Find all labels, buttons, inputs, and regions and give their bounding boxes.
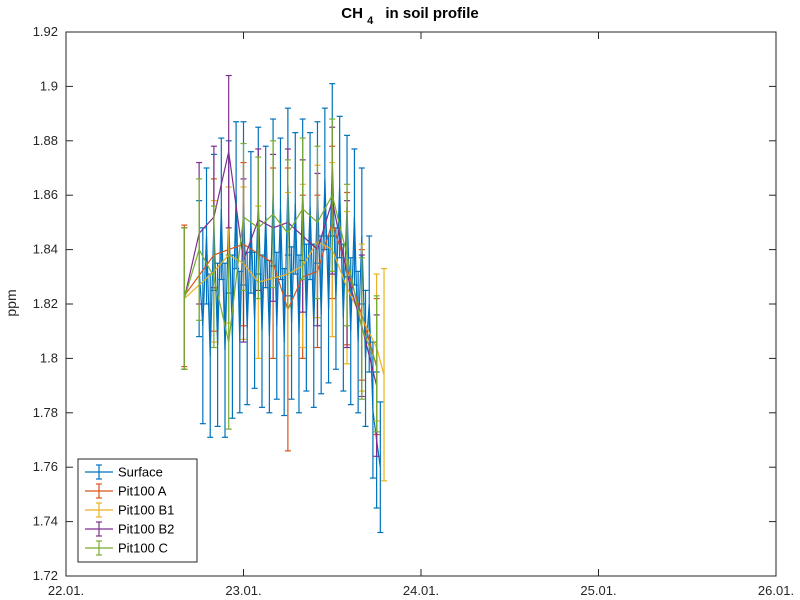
y-tick-label: 1.76 xyxy=(33,459,58,474)
chart-title-main: CH xyxy=(341,5,363,22)
chart-title-subscript: 4 xyxy=(367,15,374,27)
legend-entry: Surface xyxy=(85,464,163,480)
legend-label: Pit100 C xyxy=(118,541,168,556)
y-tick-label: 1.82 xyxy=(33,296,58,311)
x-tick-label: 22.01. xyxy=(48,583,84,598)
plot-frame xyxy=(65,31,777,577)
y-tick-label: 1.84 xyxy=(33,242,58,257)
series-4 xyxy=(181,118,380,433)
legend-entry: Pit100 A xyxy=(85,483,167,499)
legend-label: Pit100 B2 xyxy=(118,522,174,537)
x-tick-label: 24.01. xyxy=(403,583,439,598)
legend-entry: Pit100 B2 xyxy=(85,521,174,537)
legend: Surface Pit100 A Pit100 B1 Pit100 B2 Pit100 … xyxy=(77,458,198,563)
x-tick-label: 23.01. xyxy=(225,583,261,598)
axis-ticks: 1.72 1.74 1.76 1.78 1.8 1.82 1.84 1.86 1.88 1.9 1.… xyxy=(33,24,794,598)
legend-label: Pit100 B1 xyxy=(118,503,174,518)
y-tick-label: 1.78 xyxy=(33,405,58,420)
y-tick-label: 1.88 xyxy=(33,133,58,148)
y-tick-label: 1.92 xyxy=(33,24,58,39)
legend-label: Pit100 A xyxy=(118,484,167,499)
plot-series xyxy=(181,74,388,534)
chart-title-suffix: in soil profile xyxy=(385,5,478,22)
y-axis-label: ppm xyxy=(3,289,19,316)
legend-entry: Pit100 C xyxy=(85,540,168,556)
x-tick-label: 25.01. xyxy=(580,583,616,598)
y-tick-label: 1.86 xyxy=(33,187,58,202)
chart-title: CH 4 in soil profile xyxy=(341,5,478,28)
y-tick-label: 1.74 xyxy=(33,514,58,529)
legend-label: Surface xyxy=(118,465,163,480)
legend-entry: Pit100 B1 xyxy=(85,502,174,518)
series-line xyxy=(183,193,378,365)
y-tick-label: 1.72 xyxy=(33,568,58,583)
y-tick-label: 1.8 xyxy=(40,350,58,365)
x-tick-label: 26.01. xyxy=(758,583,794,598)
series-line xyxy=(198,159,381,468)
y-tick-label: 1.9 xyxy=(40,78,58,93)
